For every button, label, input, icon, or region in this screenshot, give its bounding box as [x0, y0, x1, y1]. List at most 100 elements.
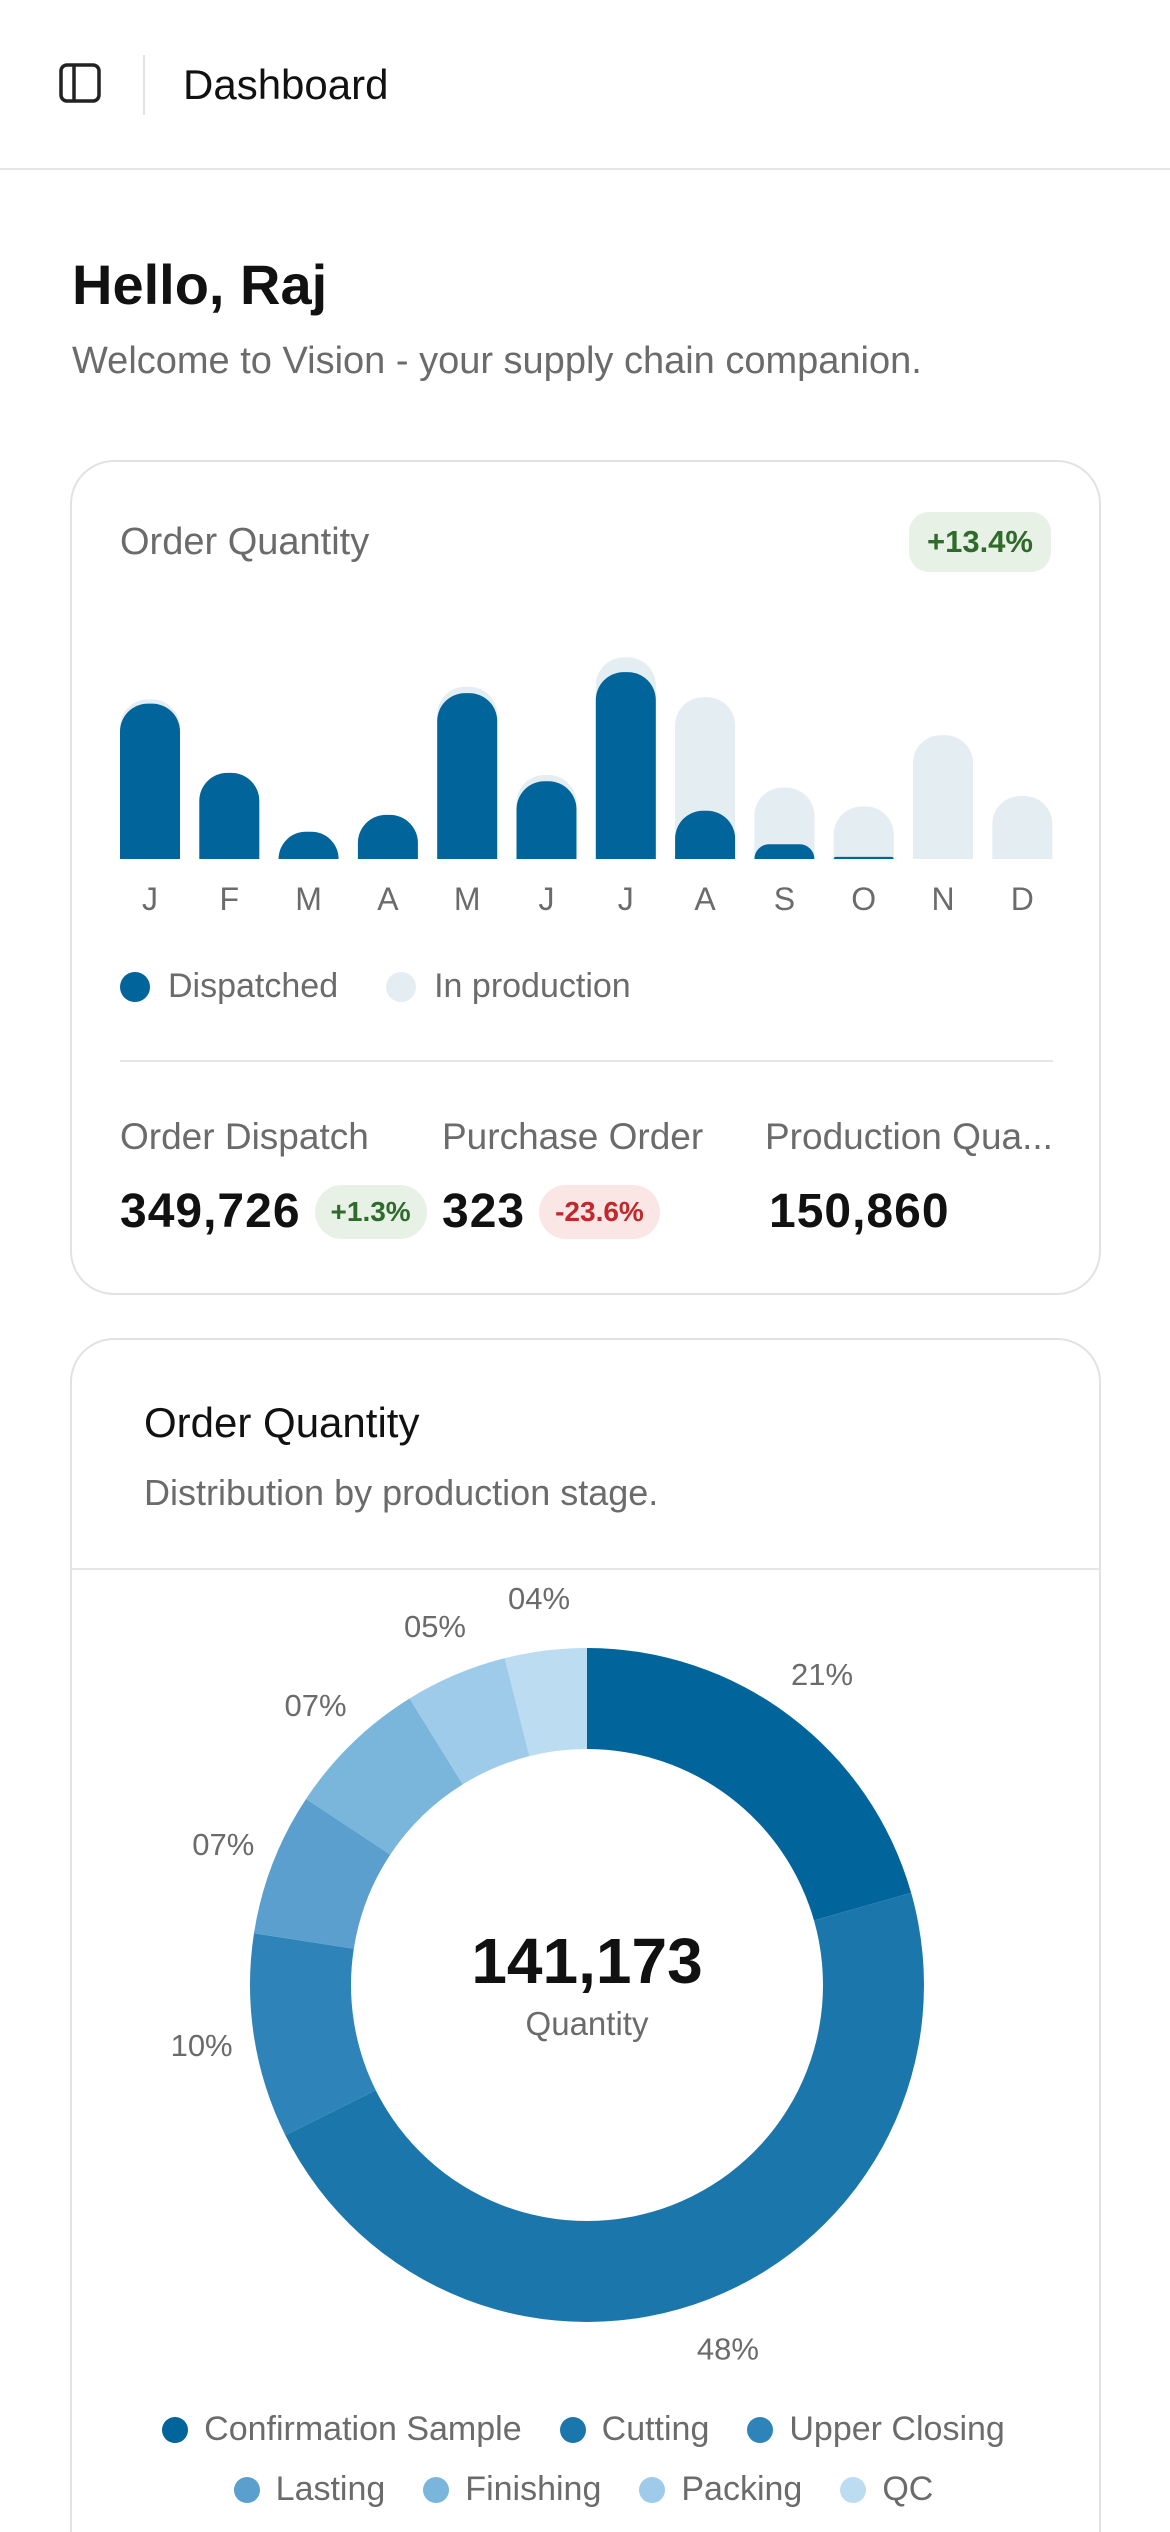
bar-in-production[interactable]: [754, 787, 815, 859]
x-tick-label: F: [220, 881, 240, 917]
bar-dispatched[interactable]: [675, 810, 736, 859]
x-tick-label: J: [142, 881, 158, 917]
kpi-value: 150,860: [769, 1185, 950, 1238]
kpi-change-badge: +1.3%: [314, 1185, 427, 1239]
kpi-purchase-order: Purchase Order 323 -23.6%: [442, 1112, 742, 1239]
legend-dot: [639, 2476, 666, 2503]
bar-dispatched[interactable]: [278, 831, 339, 859]
x-tick-label: N: [931, 881, 954, 917]
x-tick-label: A: [694, 881, 716, 917]
sidebar-toggle-icon: [59, 62, 101, 108]
distribution-card: Order Quantity Distribution by productio…: [70, 1338, 1101, 2532]
donut-slice[interactable]: [587, 1648, 912, 1921]
legend-label: Dispatched: [168, 967, 339, 1005]
donut-slice[interactable]: [285, 1892, 924, 2322]
legend-label: In production: [434, 967, 631, 1005]
legend-item-lasting[interactable]: Lasting: [233, 2470, 386, 2509]
legend-item-cutting[interactable]: Cutting: [559, 2410, 710, 2449]
slice-percent-label: 07%: [192, 1827, 254, 1862]
kpi-change-badge: -23.6%: [539, 1185, 660, 1239]
legend-label: Packing: [681, 2470, 803, 2508]
bar-dispatched[interactable]: [833, 856, 894, 859]
legend-item-in-production[interactable]: In production: [386, 967, 631, 1006]
legend-dot: [386, 971, 417, 1002]
divider: [120, 1060, 1053, 1062]
donut-center-value: 141,173: [471, 1925, 702, 1997]
legend-label: Upper Closing: [789, 2410, 1005, 2448]
bar-dispatched[interactable]: [120, 703, 180, 859]
legend-label: Lasting: [275, 2470, 386, 2508]
kpi-value: 349,726: [120, 1185, 301, 1238]
bar-in-production[interactable]: [833, 806, 894, 860]
topbar-divider: [143, 55, 145, 115]
donut-legend-row-1: Confirmation Sample Cutting Upper Closing: [70, 2410, 1097, 2449]
card-title: Order Quantity: [120, 521, 370, 563]
bar-in-production[interactable]: [992, 796, 1053, 859]
x-tick-label: M: [454, 881, 481, 917]
kpi-label: Purchase Order: [442, 1116, 704, 1157]
bar-dispatched[interactable]: [516, 781, 577, 859]
slice-percent-label: 04%: [508, 1581, 570, 1616]
bar-dispatched[interactable]: [199, 772, 260, 859]
sidebar-toggle-button[interactable]: [50, 58, 110, 112]
legend-label: QC: [882, 2470, 934, 2508]
x-tick-label: A: [377, 881, 399, 917]
legend-dot: [840, 2476, 867, 2503]
slice-percent-label: 10%: [171, 2028, 233, 2063]
donut-slice[interactable]: [253, 1798, 391, 1949]
legend-item-confirmation-sample[interactable]: Confirmation Sample: [162, 2410, 522, 2449]
donut-legend-row-2: Lasting Finishing Packing QC: [70, 2470, 1097, 2509]
bar-dispatched[interactable]: [754, 844, 815, 859]
welcome-text: Welcome to Vision - your supply chain co…: [72, 340, 922, 382]
slice-percent-label: 07%: [284, 1688, 346, 1723]
trend-badge: +13.4%: [908, 512, 1051, 572]
page-title: Dashboard: [183, 61, 389, 108]
legend-item-qc[interactable]: QC: [840, 2470, 933, 2509]
x-tick-label: O: [851, 881, 876, 917]
legend-dot: [233, 2476, 260, 2503]
donut-slice[interactable]: [249, 1933, 376, 2136]
kpi-value: 323: [442, 1185, 526, 1238]
card-subtitle: Distribution by production stage.: [144, 1472, 659, 1513]
slice-percent-label: 21%: [791, 1657, 853, 1692]
legend-label: Finishing: [465, 2470, 602, 2508]
legend-item-dispatched[interactable]: Dispatched: [120, 967, 338, 1006]
kpi-production-quantity: Production Qua... 150,860: [765, 1112, 1055, 1238]
x-tick-label: D: [1011, 881, 1034, 917]
legend-item-upper-closing[interactable]: Upper Closing: [747, 2410, 1005, 2449]
kpi-label: Production Qua...: [765, 1116, 1053, 1157]
kpi-order-dispatch: Order Dispatch 349,726 +1.3%: [120, 1112, 430, 1239]
card-title: Order Quantity: [144, 1399, 420, 1446]
legend-dot: [559, 2416, 586, 2443]
legend-label: Cutting: [601, 2410, 710, 2448]
greeting-heading: Hello, Raj: [72, 253, 328, 316]
top-bar: Dashboard: [0, 0, 1170, 170]
bar-in-production[interactable]: [913, 735, 973, 859]
slice-percent-label: 05%: [404, 1609, 466, 1644]
legend-item-packing[interactable]: Packing: [639, 2470, 802, 2509]
x-tick-label: S: [774, 881, 795, 917]
order-quantity-card: Order Quantity +13.4% J F M A M J J A S O N D Dispa…: [70, 460, 1101, 1295]
legend-item-finishing[interactable]: Finishing: [423, 2470, 601, 2509]
legend-dot: [747, 2416, 774, 2443]
bar-chart-legend: Dispatched In production: [120, 967, 631, 1006]
legend-dot: [423, 2476, 450, 2503]
legend-label: Confirmation Sample: [204, 2410, 522, 2448]
x-tick-label: J: [539, 881, 555, 917]
kpi-label: Order Dispatch: [120, 1116, 369, 1157]
legend-dot: [162, 2416, 189, 2443]
donut-chart: 21% 48% 10% 07% 07% 05% 04% 141,173 Quantity: [171, 1581, 924, 2367]
divider: [72, 1568, 1099, 1570]
donut-slice[interactable]: [504, 1648, 587, 1757]
legend-dot: [120, 971, 150, 1002]
donut-slice[interactable]: [409, 1658, 530, 1785]
bar-dispatched[interactable]: [595, 672, 656, 859]
donut-slice[interactable]: [306, 1698, 463, 1855]
bar-dispatched[interactable]: [437, 693, 498, 859]
x-tick-label: J: [618, 881, 634, 917]
donut-center-label: Quantity: [526, 2005, 649, 2042]
x-tick-label: M: [295, 881, 322, 917]
slice-percent-label: 48%: [697, 2332, 759, 2367]
bar-dispatched[interactable]: [357, 814, 418, 859]
